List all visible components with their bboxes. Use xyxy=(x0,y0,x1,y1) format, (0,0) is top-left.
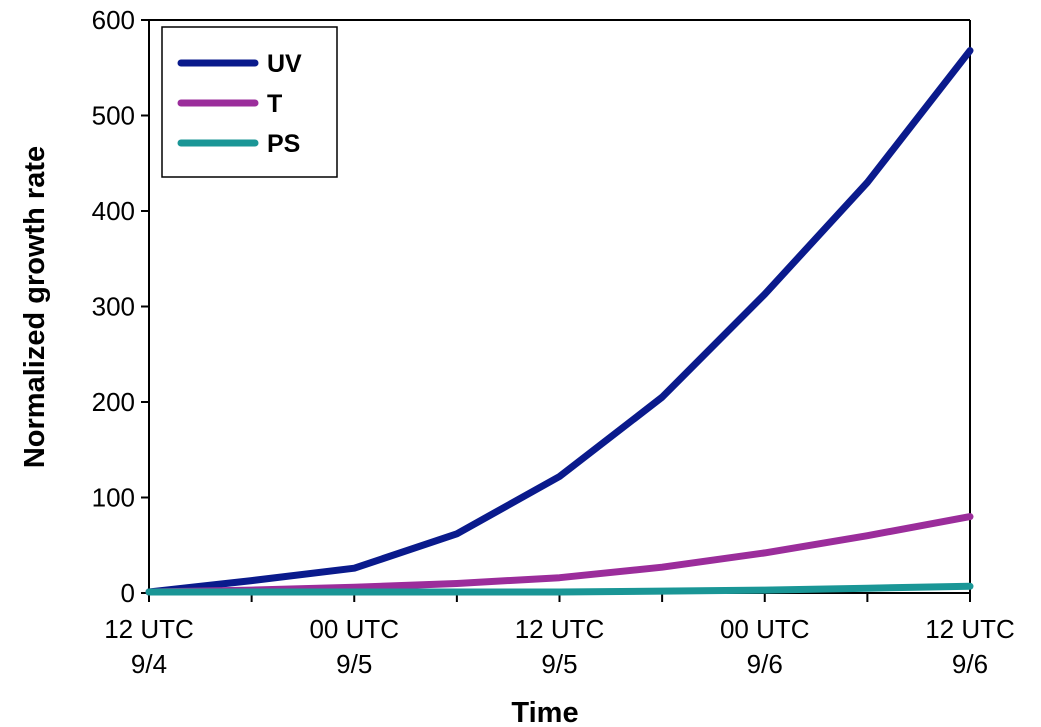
series-lines xyxy=(145,47,974,596)
x-axis-title: Time xyxy=(511,697,578,727)
x-tick-label-time: 12 UTC xyxy=(925,614,1015,644)
x-tick-label-time: 12 UTC xyxy=(515,614,605,644)
y-tick-label: 600 xyxy=(92,5,135,35)
legend: UV T PS xyxy=(161,26,338,178)
y-tick-label: 200 xyxy=(92,387,135,417)
x-tick-label-date: 9/5 xyxy=(541,649,577,679)
y-axis-ticks: 0 100 200 300 400 500 600 xyxy=(92,5,149,608)
y-tick-label: 300 xyxy=(92,292,135,322)
x-tick-label-date: 9/5 xyxy=(336,649,372,679)
y-tick-label: 500 xyxy=(92,101,135,131)
x-axis-ticks: 12 UTC 9/4 00 UTC 9/5 12 UTC 9/5 00 UTC 9/6 12 U… xyxy=(104,593,1015,679)
y-tick-label: 100 xyxy=(92,483,135,513)
series-line-uv xyxy=(145,47,974,596)
legend-label-ps: PS xyxy=(267,130,300,158)
x-tick-label-date: 9/4 xyxy=(131,649,167,679)
y-axis-title: Normalized growth rate xyxy=(19,146,51,468)
x-tick-label-date: 9/6 xyxy=(952,649,988,679)
x-tick-label-time: 12 UTC xyxy=(104,614,194,644)
legend-label-t: T xyxy=(267,90,282,118)
x-tick-label-time: 00 UTC xyxy=(309,614,399,644)
series-line-ps xyxy=(145,582,974,596)
y-tick-label: 0 xyxy=(121,578,135,608)
x-tick-label-date: 9/6 xyxy=(747,649,783,679)
y-tick-label: 400 xyxy=(92,196,135,226)
x-tick-label-time: 00 UTC xyxy=(720,614,810,644)
legend-label-uv: UV xyxy=(267,50,302,78)
